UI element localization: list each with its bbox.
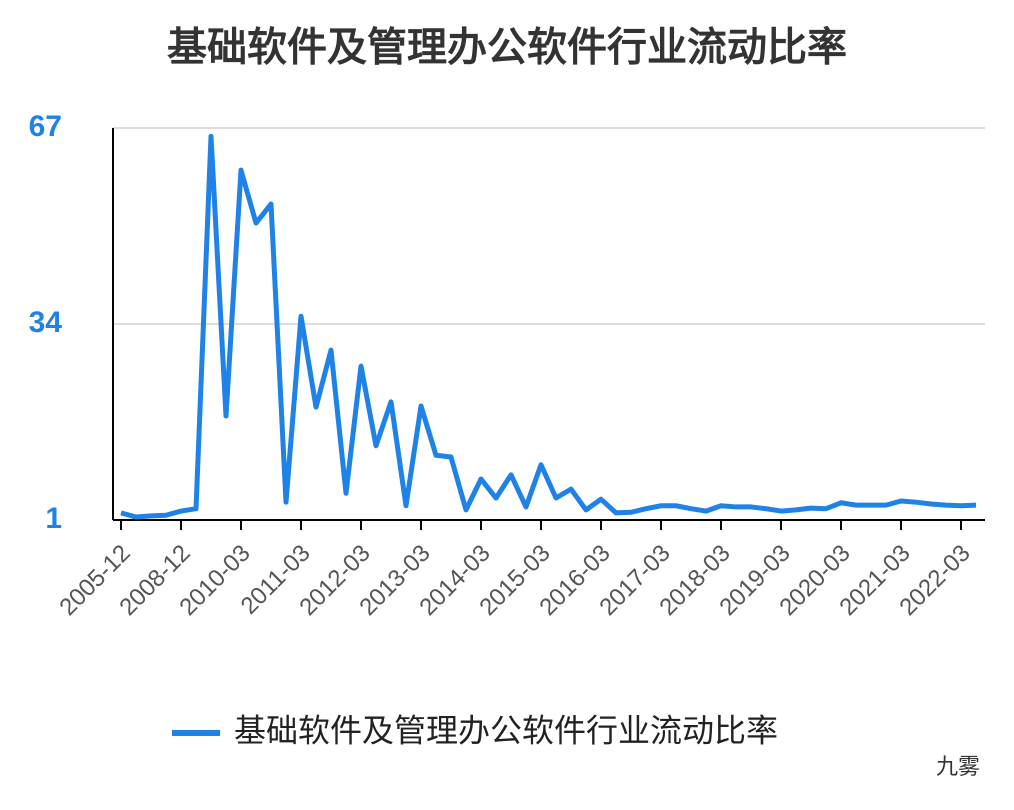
y-tick-label: 67 <box>29 110 62 143</box>
watermark: 九雾 <box>936 754 980 779</box>
chart-title: 基础软件及管理办公软件行业流动比率 <box>167 26 847 70</box>
y-tick-label: 1 <box>45 502 62 535</box>
data-line <box>120 133 977 520</box>
y-tick-label: 34 <box>29 306 63 339</box>
legend-label: 基础软件及管理办公软件行业流动比率 <box>234 712 778 748</box>
